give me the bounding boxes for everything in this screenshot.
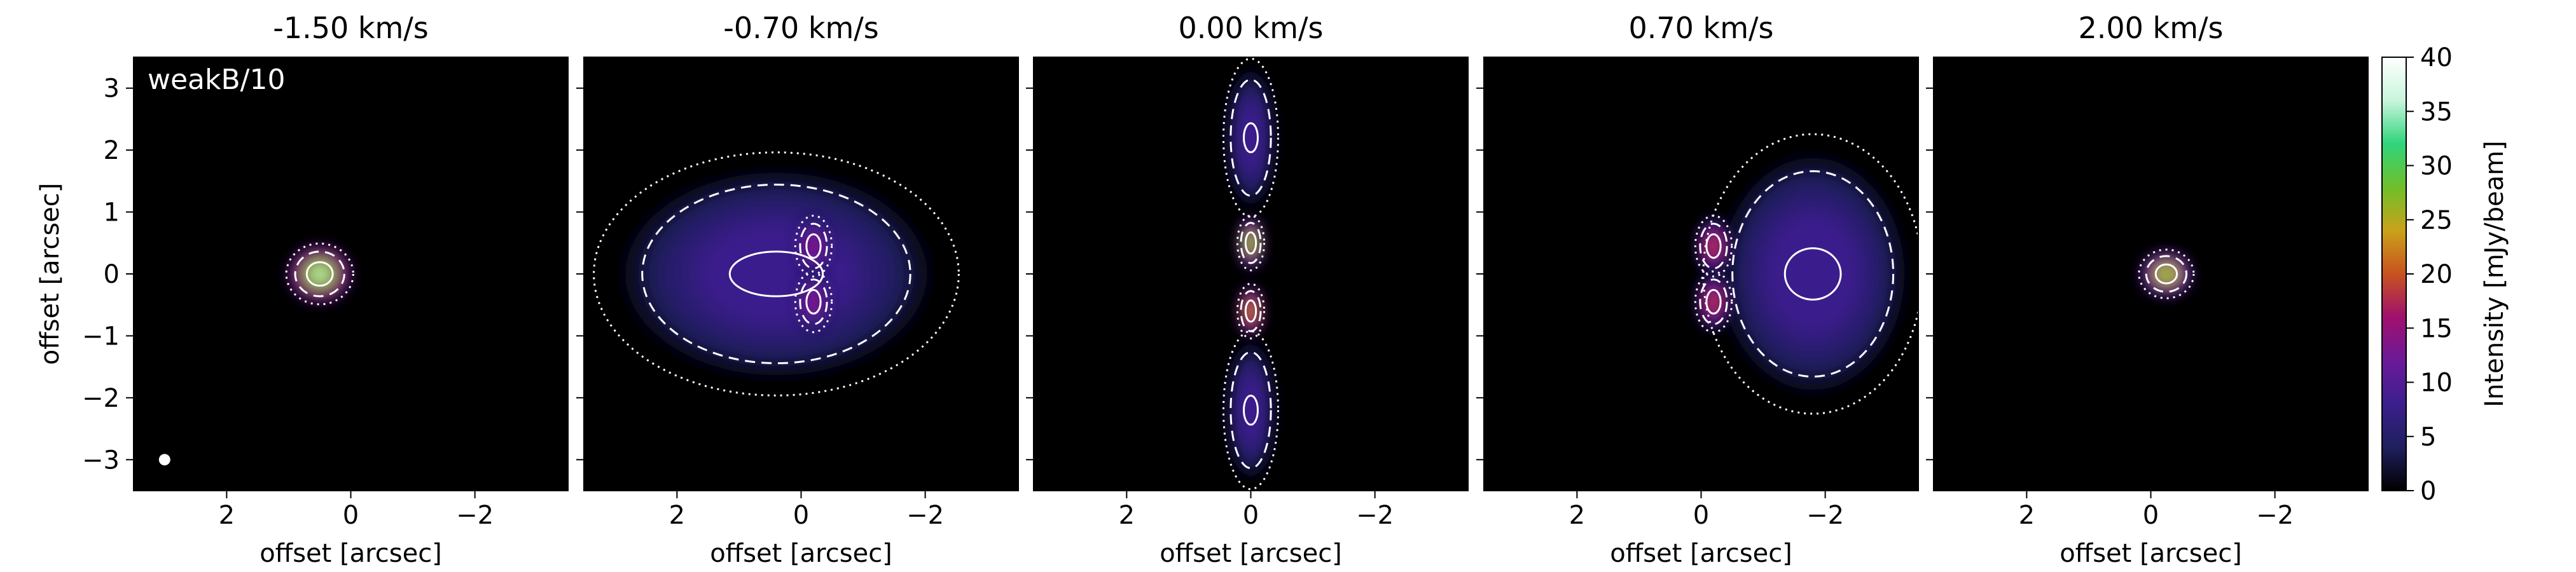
colorbar-tick-label: 0	[2420, 477, 2436, 506]
x-tick-label: −2	[906, 501, 944, 530]
x-axis-label: offset [arcsec]	[260, 539, 442, 568]
y-tick-label: 3	[104, 74, 120, 104]
emission-map	[285, 242, 354, 306]
contour-dotted	[1236, 282, 1266, 339]
x-tick-label: −2	[1806, 501, 1844, 530]
contour-solid	[805, 289, 822, 315]
x-tick-label: 0	[2143, 501, 2159, 530]
x-tick-label: 2	[1569, 501, 1585, 530]
contour-dashed	[1699, 278, 1728, 325]
colorbar: 0 5 10 15 20 25 30 35 40 Intensity [mJy/beam]	[2381, 43, 2509, 506]
channel-panel: 2.00 km/s 2 0 −2 offset [arcsec]	[1926, 11, 2369, 568]
colorbar-label: Intensity [mJy/beam]	[2480, 140, 2509, 407]
x-axis-label: offset [arcsec]	[710, 539, 892, 568]
contour-dotted	[593, 151, 960, 397]
panel-title: -0.70 km/s	[723, 11, 879, 45]
y-tick-label: −3	[82, 446, 120, 475]
contour-dashed	[2145, 255, 2188, 293]
contour-solid	[305, 261, 334, 287]
x-tick-label: 0	[1693, 501, 1709, 530]
y-axis-label: offset [arcsec]	[36, 183, 65, 365]
colorbar-tick-label: 5	[2420, 423, 2436, 452]
x-axis-label: offset [arcsec]	[2060, 539, 2242, 568]
contour-dashed	[1229, 78, 1272, 197]
contour-dashed	[1229, 351, 1272, 470]
panel-label: weakB/10	[148, 64, 286, 96]
colorbar-tick-label: 35	[2420, 97, 2453, 126]
emission-blob	[590, 149, 963, 398]
colorbar-tick-label: 30	[2420, 152, 2453, 181]
contour-dotted	[1222, 330, 1280, 491]
colorbar-tick-label: 25	[2420, 206, 2453, 235]
panel-title: 0.70 km/s	[1629, 11, 1774, 45]
contour-solid	[1244, 231, 1257, 255]
emission-map	[2138, 249, 2195, 299]
colorbar-tick-label: 20	[2420, 260, 2453, 289]
panel-title: 2.00 km/s	[2079, 11, 2224, 45]
contour-solid	[2154, 263, 2178, 285]
contour-dashed	[1731, 170, 1895, 378]
colorbar-tick-label: 40	[2420, 43, 2453, 72]
y-tick-label: −2	[82, 384, 120, 413]
contour-dotted	[1222, 57, 1280, 218]
x-tick-label: −2	[1356, 501, 1394, 530]
contour-dashed	[799, 278, 828, 325]
x-tick-label: 2	[2019, 501, 2035, 530]
contour-dashed	[1240, 290, 1262, 332]
panel-title: -1.50 km/s	[273, 11, 429, 45]
x-tick-label: −2	[456, 501, 494, 530]
channel-panel: 0.00 km/s 2 0 −2 offset [arcsec]	[1026, 11, 1469, 568]
panel-title: 0.00 km/s	[1179, 11, 1324, 45]
x-tick-label: 0	[1243, 501, 1259, 530]
y-tick-label: 2	[104, 136, 120, 165]
contour-dotted	[1236, 214, 1266, 271]
contour-solid	[1244, 299, 1257, 323]
x-tick-label: 0	[343, 501, 359, 530]
contour-solid	[1243, 395, 1259, 426]
x-tick-label: 0	[793, 501, 809, 530]
channel-panel: 0.70 km/s 2 0 −2 offset [arcsec]	[1476, 11, 1919, 568]
contour-dotted	[1694, 214, 1733, 278]
contour-dotted	[285, 242, 354, 306]
channel-panel: -1.50 km/s weakB/10 2 0 −2 offset [arcsec] −3 −…	[36, 11, 569, 568]
x-axis-label: offset [arcsec]	[1610, 539, 1792, 568]
contour-dashed	[1699, 222, 1728, 269]
contour-solid	[1783, 247, 1842, 301]
x-tick-label: 2	[1119, 501, 1135, 530]
x-tick-label: 2	[669, 501, 685, 530]
contour-dashed	[1240, 222, 1262, 264]
contour-solid	[1243, 122, 1259, 153]
emission-map	[1222, 57, 1280, 491]
emission-map	[590, 149, 963, 398]
y-tick-label: −1	[82, 322, 120, 351]
emission-blob	[1701, 131, 1918, 417]
beam-marker	[158, 454, 170, 466]
contour-dotted	[794, 214, 833, 278]
colorbar-gradient	[2382, 57, 2406, 491]
contour-solid	[1705, 289, 1722, 315]
y-tick-label: 1	[104, 198, 120, 228]
x-axis-label: offset [arcsec]	[1160, 539, 1342, 568]
colorbar-tick-label: 10	[2420, 369, 2453, 398]
emission-blob	[1222, 57, 1279, 219]
x-tick-label: 2	[219, 501, 235, 530]
x-tick-label: −2	[2256, 501, 2294, 530]
contour-dotted	[1694, 270, 1733, 334]
contour-dotted	[794, 270, 833, 334]
contour-dashed	[641, 183, 911, 365]
contour-dashed	[799, 222, 828, 269]
emission-map	[1694, 131, 1918, 417]
contour-solid	[805, 233, 822, 259]
channel-panel: -0.70 km/s 2 0 −2 offset [arcsec]	[576, 11, 1019, 568]
contour-dashed	[294, 250, 345, 297]
colorbar-tick-label: 15	[2420, 314, 2453, 343]
contour-solid	[1705, 233, 1722, 259]
contour-solid	[728, 250, 824, 297]
contour-dotted	[2138, 249, 2195, 299]
y-tick-label: 0	[104, 260, 120, 289]
